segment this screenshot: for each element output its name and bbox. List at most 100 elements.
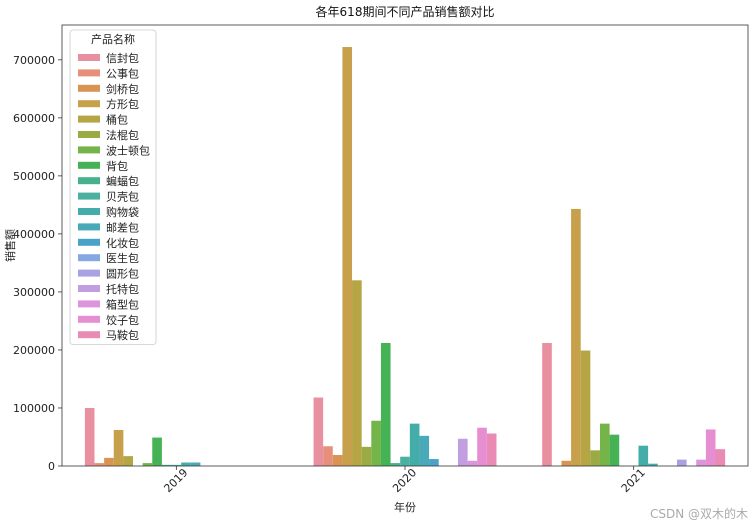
bar [342,47,353,467]
chart-title: 各年618期间不同产品销售额对比 [316,4,495,19]
legend-swatch [78,223,100,231]
watermark: CSDN @双木的木 [649,507,748,521]
y-tick-label: 600000 [13,112,55,125]
bar [323,446,333,466]
legend-swatch [78,315,100,323]
legend-entry: 背包 [106,159,128,173]
legend-entry: 方形包 [106,97,139,111]
legend-swatch [78,177,100,185]
bar [571,208,581,466]
legend-swatch [78,238,100,246]
bar [457,438,468,466]
legend-entry: 剑桥包 [106,82,139,96]
legend-swatch [78,161,100,169]
legend-swatch [78,131,100,138]
y-tick-label: 300000 [13,286,55,299]
legend: 产品名称信封包公事包剑桥包方形包桶包法棍包波士顿包背包蝙蝠包贝壳包购物袋邮差包化… [69,29,157,346]
bar [161,464,172,466]
legend-entry: 饺子包 [106,313,139,327]
legend-swatch [78,254,100,262]
legend-swatch [78,192,100,200]
y-tick-label: 400000 [13,228,55,241]
legend-swatch [78,208,100,215]
legend-box [69,29,157,346]
bar [542,342,552,466]
bar [380,342,391,466]
bar [429,459,439,466]
bar [705,429,716,466]
x-tick-label: 2019 [161,466,190,495]
legend-entry: 信封包 [106,51,139,65]
y-axis: 0 100000 200000 300000 400000 500000 600000 700… [13,54,62,473]
bar [152,437,162,466]
bar [94,463,105,466]
bar [400,456,410,466]
legend-entry: 蝙蝠包 [106,174,139,188]
bar [361,446,372,466]
bar [181,462,191,466]
bar [561,460,572,466]
bar [84,407,95,466]
bar [638,445,649,466]
legend-entry: 托特包 [106,282,139,296]
x-axis: 2019 2020 2021 [161,466,648,495]
legend-entry: 购物袋 [106,205,139,219]
bar [676,459,687,466]
bar [171,464,182,466]
bar [371,420,381,466]
legend-title: 产品名称 [91,32,135,46]
bar [113,430,124,466]
bar [590,450,600,466]
x-tick-label: 2021 [619,466,648,495]
x-axis-label: 年份 [394,500,416,514]
y-tick-label: 700000 [13,54,55,67]
legend-swatch [78,146,100,154]
bar [123,456,134,466]
legend-swatch [78,269,100,277]
legend-entry: 桶包 [106,113,128,127]
legend-swatch [78,100,100,108]
legend-swatch [78,331,100,339]
bar [142,463,153,466]
legend-swatch [78,285,100,292]
bar [580,350,591,466]
legend-swatch [78,54,100,61]
y-tick-label: 200000 [13,344,55,357]
legend-entry: 贝壳包 [106,190,139,204]
y-axis-label: 销售额 [3,229,17,262]
legend-entry: 公事包 [106,67,139,80]
legend-swatch [78,300,100,308]
legend-entry: 圆形包 [106,268,139,281]
plot-frame [61,24,749,467]
bar [599,423,610,466]
bar [104,457,114,466]
legend-swatch [78,84,100,92]
legend-entry: 医生包 [106,251,139,265]
legend-swatch [78,115,100,123]
bar [486,433,497,466]
legend-entry: 邮差包 [106,220,139,234]
y-tick-label: 100000 [13,402,55,415]
y-tick-label: 500000 [13,170,55,183]
bar [715,449,726,466]
bar [648,463,658,466]
bar [390,463,401,466]
bar [332,454,343,466]
x-tick-label: 2020 [390,466,419,495]
bar [467,460,478,466]
bar [190,462,201,466]
bars-group [84,47,726,467]
legend-swatch [78,69,100,77]
bar [696,459,706,466]
bar [477,427,487,466]
legend-entry: 化妆包 [106,236,139,250]
bar [352,280,362,466]
legend-entry: 波士顿包 [106,143,150,157]
y-tick-label: 0 [48,460,55,473]
legend-entry: 法棍包 [106,128,139,142]
legend-entry: 马鞍包 [106,328,139,342]
bar [313,397,324,466]
bar [419,435,430,466]
bar [609,434,620,466]
